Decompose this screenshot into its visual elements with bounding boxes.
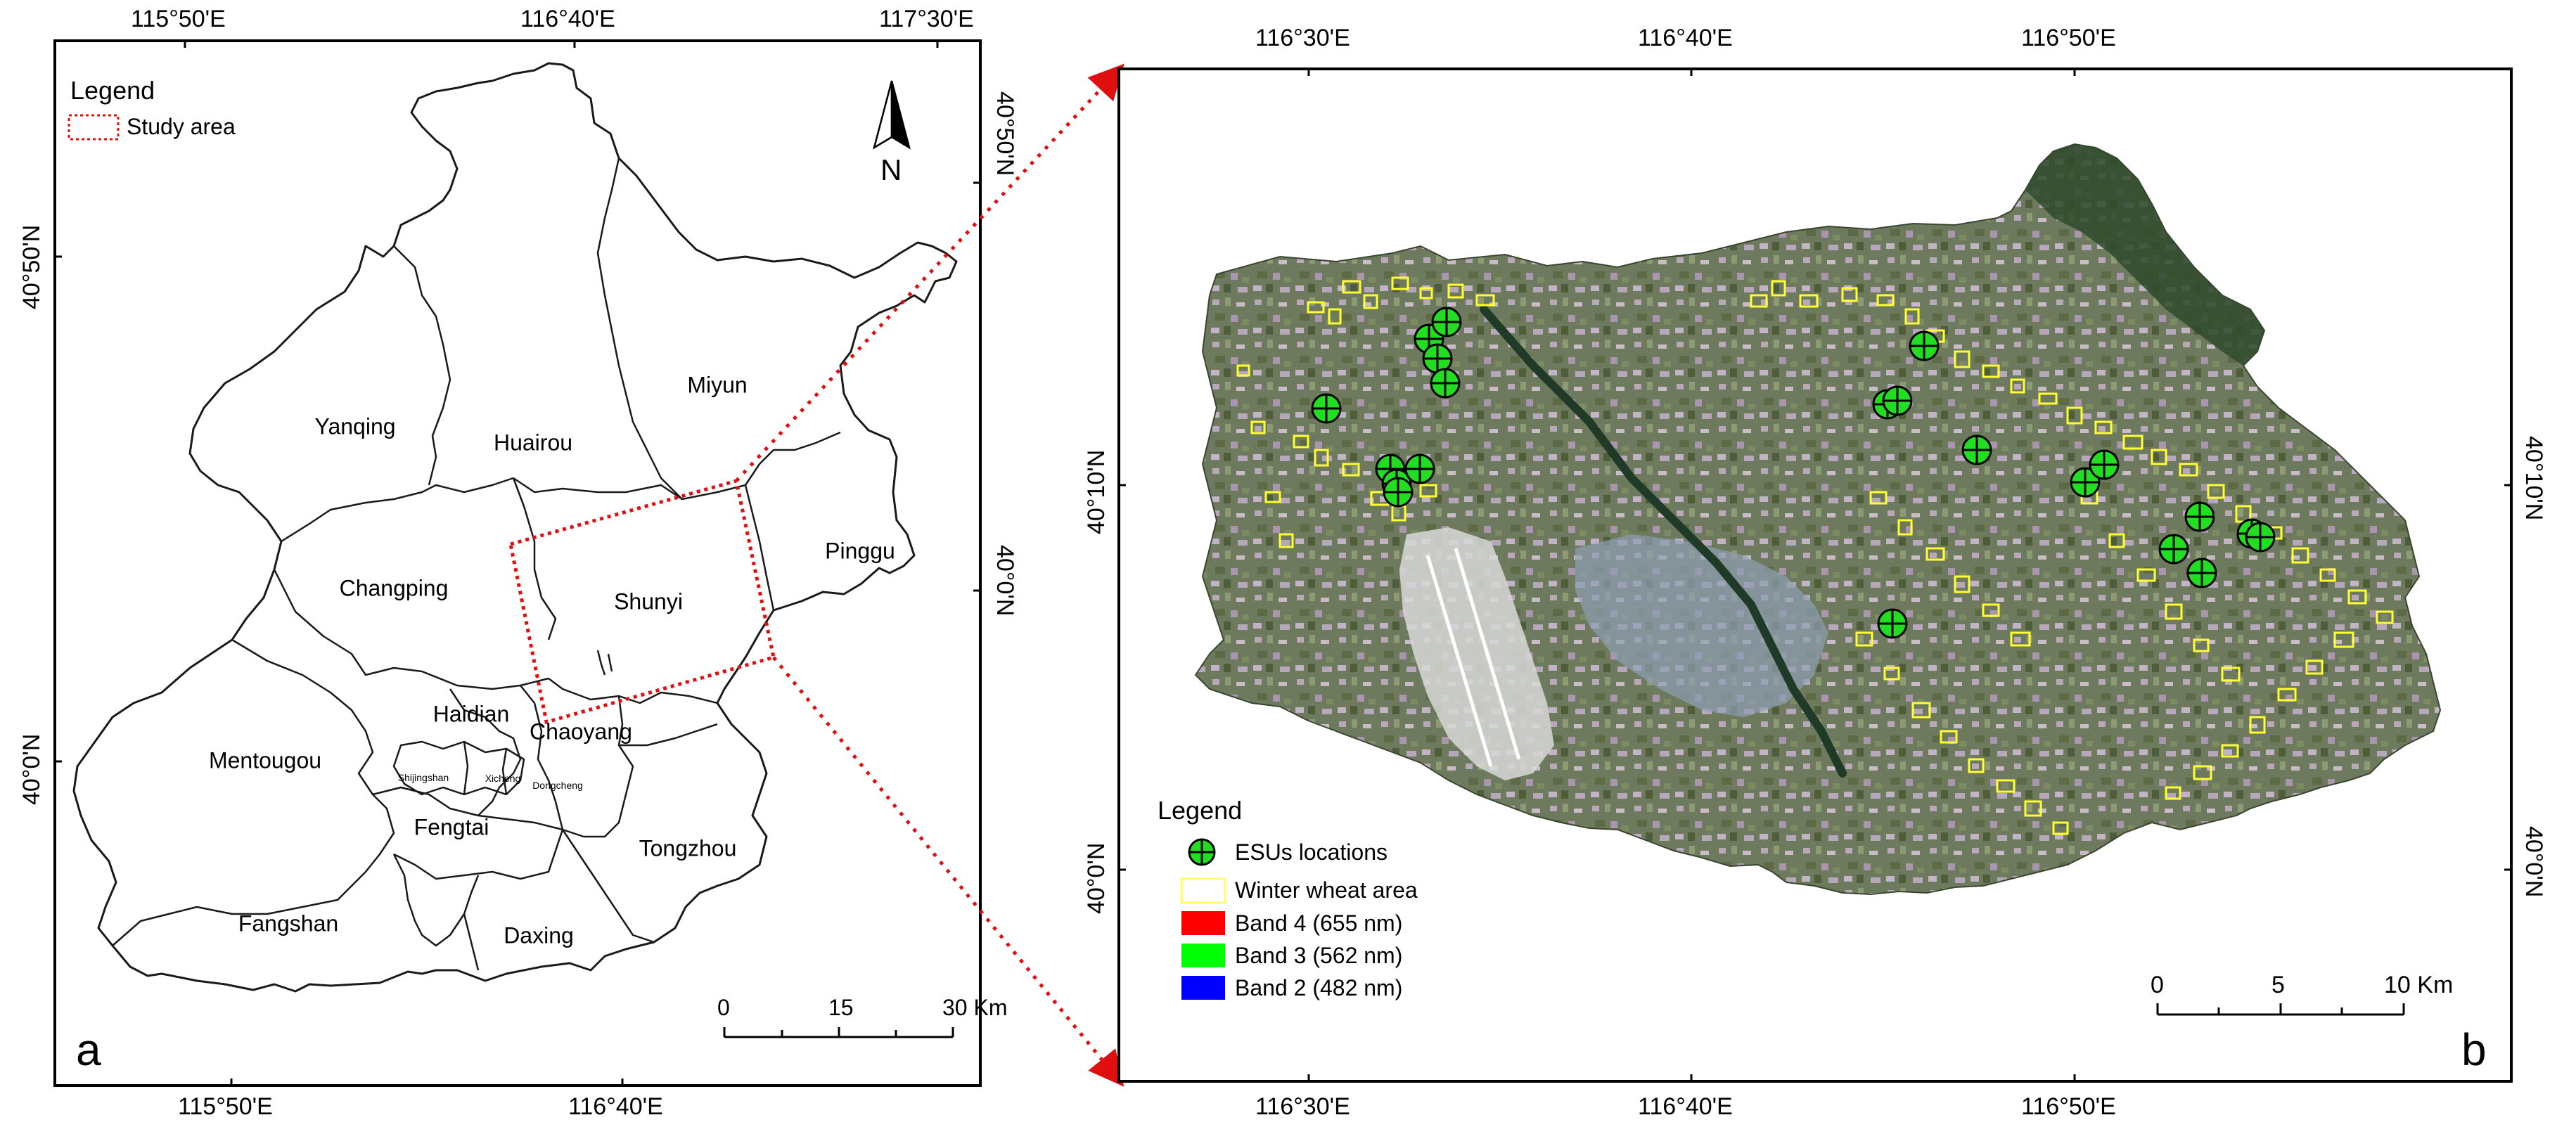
district-yanqing: Yanqing — [314, 413, 396, 439]
panel-b-scale-10: 10 Km — [2384, 972, 2454, 998]
esu-marker — [1877, 608, 1908, 639]
district-tongzhou: Tongzhou — [639, 835, 737, 861]
panel-a-frame — [53, 39, 982, 1087]
panel-b-bottom-tick-3: 116°50'E — [2021, 1093, 2116, 1120]
esu-marker — [1430, 368, 1461, 399]
urban-region — [1575, 534, 1828, 717]
legend-band2-swatch — [1181, 976, 1225, 1000]
district-huairou: Huairou — [493, 430, 573, 456]
panel-b-right-tick-2: 40°0'N — [2520, 826, 2547, 898]
panel-b-top-tick-3: 116°50'E — [2021, 25, 2116, 51]
legend-band4-label: Band 4 (655 nm) — [1235, 910, 1403, 936]
district-dongcheng: Dongcheng — [532, 780, 583, 791]
district-miyun: Miyun — [687, 372, 748, 398]
north-arrow-icon — [873, 80, 911, 150]
panel-b-left-tick-1: 40°10'N — [1083, 449, 1110, 534]
panel-b-letter: b — [2461, 1024, 2487, 1075]
panel-b-scale-0: 0 — [2151, 972, 2164, 998]
esu-marker — [2245, 522, 2276, 553]
esu-marker — [2070, 467, 2101, 498]
panel-b-bottom-tick-2: 116°40'E — [1638, 1093, 1733, 1120]
district-haidian: Haidian — [432, 701, 510, 727]
esu-marker — [1422, 343, 1453, 374]
panel-a-top-tick-2: 116°40'E — [520, 6, 615, 32]
panel-b-bottom-tick-1: 116°30'E — [1255, 1093, 1350, 1120]
panel-b-scale-5: 5 — [2271, 972, 2285, 998]
panel-a-bottom-tick-1: 115°50'E — [178, 1093, 273, 1120]
legend-band2-label: Band 2 (482 nm) — [1235, 975, 1403, 1000]
panel-b: 116°30'E 116°40'E 116°50'E 116°30'E 116°… — [999, 0, 2576, 1127]
district-pinggu: Pinggu — [825, 538, 895, 564]
north-label: N — [880, 153, 902, 186]
panel-a-scale-15: 15 — [828, 995, 854, 1020]
study-area-box — [508, 478, 776, 725]
esu-marker — [1383, 477, 1414, 508]
panel-a-legend-title: Legend — [70, 76, 155, 105]
esu-marker — [1882, 385, 1913, 416]
esu-marker — [1404, 453, 1435, 484]
esu-marker — [1961, 434, 1992, 465]
esu-marker — [2089, 449, 2120, 480]
winter-wheat-area — [1236, 276, 2394, 835]
panel-a-bottom-tick-2: 116°40'E — [568, 1093, 663, 1120]
panel-b-top-tick-1: 116°30'E — [1255, 25, 1350, 51]
esu-marker — [1909, 330, 1940, 361]
esu-markers — [1311, 307, 2276, 639]
panel-a: Legend Study area N 115°50'E 116°40'E 11… — [0, 0, 1018, 1127]
esu-marker — [2186, 558, 2217, 588]
panel-a-scale-bar — [723, 1027, 954, 1038]
legend-band4-swatch — [1181, 911, 1225, 935]
district-fangshan: Fangshan — [238, 910, 339, 936]
legend-esu-label: ESUs locations — [1235, 839, 1388, 865]
panel-a-scale-30: 30 Km — [942, 995, 1008, 1020]
district-shunyi: Shunyi — [614, 588, 683, 614]
district-fengtai: Fengtai — [414, 814, 489, 840]
panel-a-scale-0: 0 — [717, 995, 730, 1020]
panel-b-top-tick-2: 116°40'E — [1638, 25, 1733, 51]
esu-marker — [1431, 307, 1462, 337]
esu-marker — [2184, 501, 2215, 532]
study-area-swatch — [68, 114, 120, 141]
legend-wheat-label: Winter wheat area — [1235, 877, 1418, 903]
forest-region — [2025, 144, 2264, 366]
panel-a-map — [53, 39, 982, 1087]
legend-esu-icon — [1188, 838, 1216, 866]
legend-wheat-swatch — [1180, 877, 1226, 904]
district-xicheng: Xicheng — [485, 773, 521, 784]
esu-marker — [1311, 393, 1342, 424]
panel-a-top-tick-3: 117°30'E — [879, 6, 974, 32]
district-shijingshan: Shijingshan — [397, 772, 449, 783]
district-chaoyang: Chaoyang — [530, 719, 632, 745]
panel-a-letter: a — [76, 1024, 101, 1075]
legend-band3-swatch — [1181, 944, 1225, 967]
river — [1480, 305, 1847, 778]
district-mentougou: Mentougou — [208, 747, 322, 773]
panel-a-top-tick-1: 115°50'E — [131, 6, 226, 32]
panel-b-left-tick-2: 40°0'N — [1083, 842, 1110, 914]
beijing-outline — [72, 62, 958, 993]
panel-b-legend-title: Legend — [1158, 796, 1243, 825]
panel-a-legend-study-area: Study area — [127, 114, 236, 139]
panel-b-scale-bar — [2156, 1003, 2405, 1016]
panel-b-right-tick-1: 40°10'N — [2520, 436, 2547, 521]
district-daxing: Daxing — [504, 922, 574, 948]
legend-band3-label: Band 3 (562 nm) — [1235, 943, 1403, 968]
esu-marker — [2158, 534, 2189, 565]
panel-b-map — [1117, 67, 2513, 1083]
district-changping: Changping — [339, 575, 449, 601]
